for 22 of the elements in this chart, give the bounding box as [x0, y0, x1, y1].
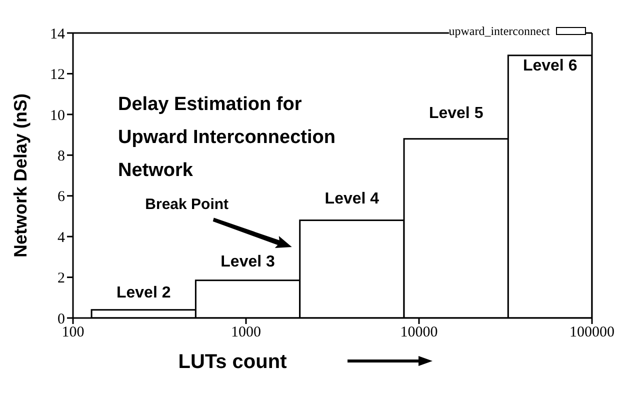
- annotation: Level 3: [220, 253, 276, 270]
- y-tick-label: 14: [50, 26, 66, 42]
- annotation: Level 4: [324, 190, 380, 208]
- y-tick-label: 0: [58, 311, 65, 328]
- text: Delay Estimation for Upward Interconnection Network: [118, 93, 336, 183]
- y-tick-label: 12: [50, 67, 65, 84]
- annotation: Level 5: [428, 105, 484, 122]
- x-tick-label: 100: [62, 324, 84, 341]
- legend-label: upward_interconnect: [448, 24, 550, 38]
- y-tick-label: 10: [50, 108, 65, 124]
- y-tick-label: 6: [58, 189, 66, 206]
- annotation: Level 6: [522, 57, 578, 74]
- annotation: Level 2: [116, 284, 171, 302]
- y-tick-label: 2: [58, 270, 65, 287]
- x-tick-label: 10000: [400, 324, 438, 341]
- annotation: Break Point: [145, 196, 229, 213]
- y-tick-label: 4: [58, 230, 66, 246]
- y-tick-label: 8: [58, 148, 65, 164]
- x-axis-title: LUTs count: [178, 351, 288, 373]
- x-tick-label: 100000: [570, 324, 614, 341]
- y-axis-title: Network Delay (nS): [10, 93, 30, 258]
- x-tick-label: 1000: [231, 324, 261, 341]
